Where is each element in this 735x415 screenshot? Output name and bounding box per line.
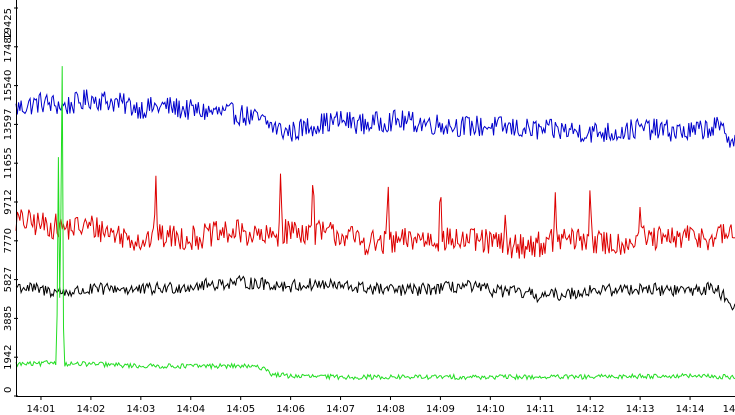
series-line-1 — [15, 89, 735, 148]
x-tick-label: 14:01 — [27, 404, 56, 415]
x-tick-label: 14:11 — [526, 404, 555, 415]
y-tick-label: 0 — [3, 387, 14, 393]
y-tick-label: 7770 — [3, 228, 14, 253]
y-tick-label: 19425 — [3, 8, 14, 40]
x-tick-label: 14:12 — [576, 404, 605, 415]
series-line-2 — [15, 173, 735, 259]
x-tick-label: 14:06 — [276, 404, 305, 415]
x-tick-label: 14 — [723, 404, 735, 415]
series-layer — [15, 66, 735, 381]
y-tick-label: 1942 — [3, 344, 14, 369]
x-tick-label: 14:14 — [676, 404, 705, 415]
x-tick-label: 14:07 — [326, 404, 355, 415]
x-tick-label: 14:02 — [76, 404, 105, 415]
x-tick-label: 14:10 — [476, 404, 505, 415]
x-tick-label: 14:09 — [426, 404, 455, 415]
x-tick-label: 14:08 — [376, 404, 405, 415]
x-tick-label: 14:04 — [176, 404, 205, 415]
series-line-4 — [15, 66, 735, 381]
y-tick-label: 17482 — [3, 31, 14, 63]
x-tick-label: 14:05 — [226, 404, 255, 415]
y-tick-label: 15540 — [3, 70, 14, 102]
x-axis-ticks: 14:01 14:02 14:03 14:04 14:05 14:06 14:07 14:08… — [27, 396, 735, 415]
y-tick-label: 3885 — [3, 306, 14, 331]
y-tick-label: 9712 — [3, 189, 14, 214]
y-axis-ticks: 0 1942 3885 5827 7770 9712 11655 13597 15540 1748… — [3, 7, 18, 397]
series-line-3 — [15, 274, 735, 311]
y-tick-label: 13597 — [3, 108, 14, 140]
y-tick-label: 5827 — [3, 267, 14, 292]
x-tick-label: 14:03 — [126, 404, 155, 415]
x-tick-label: 14:13 — [626, 404, 655, 415]
y-tick-label: 11655 — [3, 147, 14, 179]
